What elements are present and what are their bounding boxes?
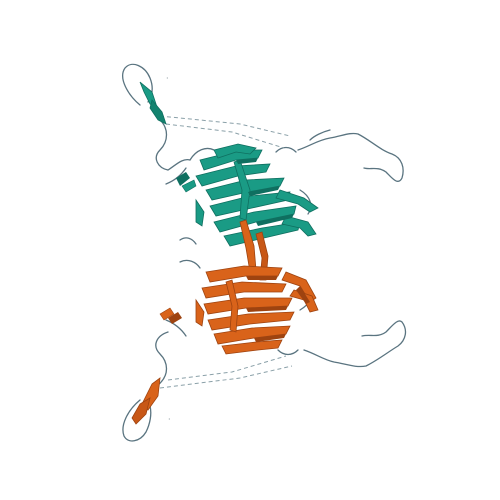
chain-a-strand bbox=[196, 200, 204, 226]
chain-b bbox=[132, 220, 318, 424]
chain-label-bottom: · bbox=[168, 415, 171, 424]
chain-a bbox=[140, 82, 318, 246]
chain-b-strand bbox=[202, 282, 286, 298]
chain-label-top: · bbox=[166, 74, 169, 83]
chain-b-strand bbox=[196, 300, 204, 326]
